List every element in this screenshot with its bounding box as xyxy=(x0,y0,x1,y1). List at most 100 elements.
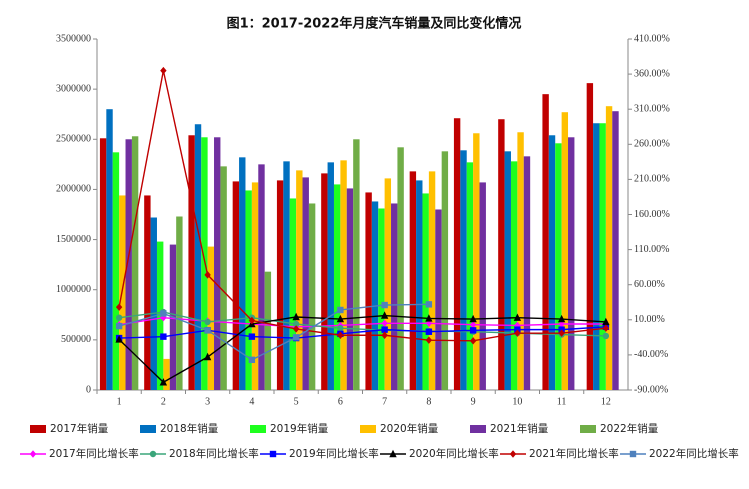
y-tick-label: 0 xyxy=(86,384,91,395)
x-tick-label: 10 xyxy=(512,396,522,407)
bar xyxy=(289,198,297,390)
y2-tick-label: -90.00% xyxy=(634,384,668,395)
bar xyxy=(333,184,341,390)
y2-tick-label: 410.00% xyxy=(634,33,670,44)
bar xyxy=(251,182,259,390)
bar xyxy=(112,152,120,390)
y2-tick-label: 160.00% xyxy=(634,209,670,220)
legend-marker xyxy=(149,450,157,458)
bar xyxy=(245,190,252,390)
line xyxy=(119,326,606,339)
x-tick-label: 3 xyxy=(205,396,210,407)
legend-swatch xyxy=(470,425,486,433)
legend-label: 2020年同比增长率 xyxy=(409,447,499,460)
x-tick-label: 2 xyxy=(161,396,166,407)
bar xyxy=(460,150,467,390)
legend-swatch xyxy=(30,425,46,433)
x-tick-label: 12 xyxy=(601,396,611,407)
bar xyxy=(302,177,309,390)
legend-swatch xyxy=(360,425,376,433)
line-marker xyxy=(381,301,388,309)
bar xyxy=(232,181,240,390)
y-tick-label: 2500000 xyxy=(56,134,91,145)
x-tick-label: 1 xyxy=(117,396,122,407)
bar xyxy=(555,143,562,390)
line-marker xyxy=(381,326,388,333)
bar xyxy=(523,156,531,390)
bar xyxy=(346,188,354,390)
bar xyxy=(397,147,404,390)
bar xyxy=(239,157,246,390)
line-marker xyxy=(381,331,388,339)
bar xyxy=(510,161,518,390)
line-marker xyxy=(160,333,167,340)
line xyxy=(118,314,606,384)
bar xyxy=(416,180,423,390)
line-marker xyxy=(425,301,433,308)
y-tick-label: 2000000 xyxy=(56,184,91,195)
bar xyxy=(106,109,113,390)
bar xyxy=(605,106,613,390)
line-marker xyxy=(380,311,389,319)
line-marker xyxy=(514,329,521,337)
bar xyxy=(276,180,284,390)
bar xyxy=(428,171,436,390)
line-marker xyxy=(160,66,167,75)
y2-tick-label: 60.00% xyxy=(634,279,665,290)
line-marker xyxy=(248,333,256,340)
line-marker xyxy=(159,378,168,386)
bar xyxy=(593,123,600,391)
bar xyxy=(542,94,549,391)
line-marker xyxy=(425,328,433,335)
legend-marker xyxy=(29,450,37,458)
legend-label: 2017年同比增长率 xyxy=(49,447,139,460)
line-marker xyxy=(336,314,345,323)
line-marker xyxy=(558,329,565,337)
line-marker xyxy=(160,310,167,317)
legend-label: 2021年同比增长率 xyxy=(529,447,619,460)
x-tick-label: 11 xyxy=(557,396,567,407)
y2-tick-label: 10.00% xyxy=(634,314,665,325)
bar xyxy=(365,192,372,390)
y-tick-label: 3500000 xyxy=(56,33,91,44)
bar xyxy=(283,161,290,390)
line-marker xyxy=(425,336,433,344)
y2-tick-label: 110.00% xyxy=(634,244,669,255)
bar xyxy=(441,151,449,390)
legend-label: 2022年同比增长率 xyxy=(649,447,739,460)
line-marker xyxy=(469,327,477,334)
legend-marker xyxy=(629,450,637,458)
chart-title: 图1：2017-2022年月度汽车销量及同比变化情况 xyxy=(227,16,522,32)
bar xyxy=(548,135,556,390)
bar xyxy=(201,137,208,390)
line-marker xyxy=(469,337,477,345)
bar xyxy=(163,358,170,390)
bar xyxy=(371,201,379,390)
legend-marker xyxy=(509,450,517,458)
y-tick-label: 1000000 xyxy=(56,284,91,295)
bar xyxy=(453,118,461,391)
line xyxy=(118,303,429,361)
line-marker xyxy=(292,334,300,341)
bar xyxy=(99,138,107,390)
bar xyxy=(194,124,202,390)
bar xyxy=(144,195,151,390)
line-marker xyxy=(602,324,610,332)
line-marker xyxy=(469,321,477,329)
bar xyxy=(561,112,569,391)
line-marker xyxy=(292,320,300,328)
bar xyxy=(473,133,480,391)
bar xyxy=(296,170,303,390)
bar xyxy=(391,203,398,390)
line-marker xyxy=(337,331,344,339)
legend-label: 2019年同比增长率 xyxy=(289,447,379,460)
line-marker xyxy=(248,356,256,364)
line-marker xyxy=(204,318,211,326)
bar xyxy=(340,160,347,390)
y-tick-label: 1500000 xyxy=(56,234,91,245)
line-marker xyxy=(602,317,610,326)
y2-tick-label: 310.00% xyxy=(634,103,670,114)
line xyxy=(118,70,606,342)
bar xyxy=(321,173,328,390)
legend-marker xyxy=(269,450,277,458)
